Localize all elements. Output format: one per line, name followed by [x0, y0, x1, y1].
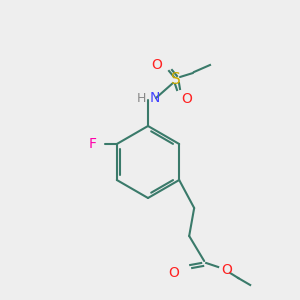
Text: O: O — [169, 266, 180, 280]
Text: F: F — [89, 137, 97, 151]
Text: H: H — [136, 92, 146, 104]
Text: S: S — [171, 73, 181, 88]
Text: O: O — [181, 92, 192, 106]
Text: O: O — [222, 263, 232, 277]
Text: O: O — [151, 58, 162, 72]
Text: N: N — [150, 91, 160, 105]
